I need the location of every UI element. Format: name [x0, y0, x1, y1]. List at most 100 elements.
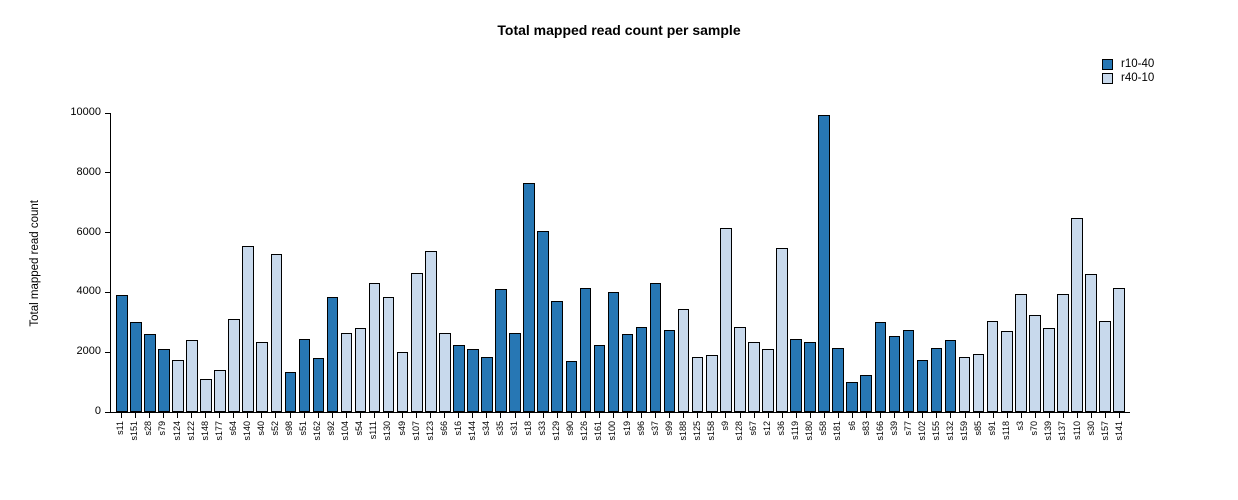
bar-s119	[790, 338, 802, 412]
x-axis-label: s132	[944, 421, 955, 441]
bar-s126	[579, 287, 592, 412]
bar-s66	[439, 332, 451, 412]
x-axis-label-cell: s99	[663, 413, 675, 479]
x-axis-label-cell: s85	[973, 413, 985, 479]
bar-s11	[116, 295, 128, 412]
x-axis-label: s40	[255, 421, 266, 436]
x-axis-label-cell: s128	[734, 413, 746, 479]
x-axis-label-cell: s70	[1029, 413, 1041, 479]
bar-s54	[354, 328, 367, 412]
bar-s30	[1085, 274, 1097, 412]
x-axis-label-cell: s35	[495, 413, 507, 479]
x-axis-label-cell: s39	[888, 413, 900, 479]
bar-s12	[762, 349, 774, 412]
bar-s140	[242, 246, 254, 412]
x-axis-label-cell: s92	[326, 413, 338, 479]
x-axis-label-cell: s111	[368, 413, 380, 479]
x-axis-label: s157	[1099, 421, 1110, 441]
bar-s181	[832, 347, 844, 412]
bar-s52	[270, 253, 283, 412]
bar-s139	[1043, 328, 1055, 412]
bar-s3	[1015, 293, 1027, 412]
x-axis-label: s110	[1071, 421, 1082, 440]
x-axis-label: s137	[1057, 421, 1068, 441]
bars-container	[111, 113, 1130, 412]
bar-s19	[621, 334, 634, 412]
bar-s180	[804, 341, 816, 412]
bar-s129	[551, 301, 563, 412]
bar-s104	[340, 332, 353, 412]
x-axis-label-cell: s137	[1057, 413, 1069, 479]
bar-s9	[720, 228, 732, 412]
x-axis-label: s148	[199, 421, 210, 441]
x-axis-label-cell: s54	[354, 413, 366, 479]
x-axis-label: s102	[916, 421, 927, 441]
x-axis-label-cell: s102	[917, 413, 929, 479]
bar-s31	[509, 332, 521, 412]
bar-s102	[916, 359, 929, 412]
x-axis-label: s124	[171, 421, 182, 441]
bar-s166	[874, 322, 887, 412]
x-axis-label-cell: s181	[832, 413, 844, 479]
y-axis-title: Total mapped read count	[29, 199, 41, 327]
x-axis-label: s129	[551, 421, 562, 441]
x-axis-label: s111	[368, 421, 379, 440]
bar-s123	[425, 250, 437, 412]
x-axis-label: s85	[973, 421, 984, 436]
x-axis-label: s119	[790, 421, 801, 440]
x-axis-label: s39	[888, 421, 899, 436]
x-axis-label: s159	[959, 421, 970, 441]
x-axis-label: s64	[227, 421, 238, 436]
x-axis-label: s67	[748, 421, 759, 436]
x-axis-label: s155	[930, 421, 941, 441]
x-axis-label: s18	[523, 421, 534, 436]
x-axis-label-cell: s180	[804, 413, 816, 479]
x-axis-label: s66	[438, 421, 449, 436]
bar-s91	[986, 320, 999, 412]
x-axis-label: s11	[115, 421, 126, 435]
x-axis-label: s16	[452, 421, 463, 436]
x-axis-label: s30	[1085, 421, 1096, 436]
y-axis-tick-label: 8000	[76, 165, 101, 178]
x-axis-label: s125	[691, 421, 702, 441]
x-axis-label-cell: s144	[467, 413, 479, 479]
bar-s118	[1000, 331, 1013, 412]
x-axis-label-cell: s66	[438, 413, 450, 479]
bar-s132	[944, 340, 957, 412]
bar-s144	[467, 349, 479, 412]
x-axis-label-cell: s129	[551, 413, 563, 479]
x-axis-label: s70	[1029, 421, 1040, 436]
bar-s36	[776, 247, 788, 412]
x-axis-label-cell: s188	[678, 413, 690, 479]
x-axis-label: s188	[677, 421, 688, 441]
bar-s124	[172, 359, 184, 412]
bar-s85	[972, 353, 985, 412]
x-axis-label-cell: s148	[199, 413, 211, 479]
x-axis-label: s100	[607, 421, 618, 441]
x-axis-label: s6	[846, 421, 857, 431]
x-axis-label: s166	[874, 421, 885, 441]
x-axis-label: s139	[1043, 421, 1054, 441]
x-axis-label-cell: s98	[284, 413, 296, 479]
x-axis-label-cell: s40	[256, 413, 268, 479]
y-axis-tick	[105, 232, 111, 234]
bar-s18	[523, 183, 535, 412]
x-axis-label: s104	[340, 421, 351, 441]
y-axis-title-wrap: Total mapped read count	[26, 113, 44, 413]
legend-label: r10-40	[1121, 58, 1155, 70]
x-axis-label: s177	[213, 421, 224, 441]
x-axis-label: s141	[1113, 421, 1124, 441]
bar-s33	[537, 231, 549, 412]
x-axis-label-cell: s51	[298, 413, 310, 479]
x-axis-label-cell: s34	[481, 413, 493, 479]
x-axis-label-cell: s3	[1015, 413, 1027, 479]
bar-s122	[186, 340, 198, 412]
x-axis-label: s158	[705, 421, 716, 441]
x-axis-label: s83	[860, 421, 871, 436]
x-axis-label: s12	[762, 421, 773, 436]
bar-s58	[818, 114, 830, 412]
y-axis-tick	[105, 112, 111, 114]
bar-s155	[930, 347, 943, 412]
bar-s161	[593, 344, 606, 412]
bar-s64	[228, 319, 240, 412]
